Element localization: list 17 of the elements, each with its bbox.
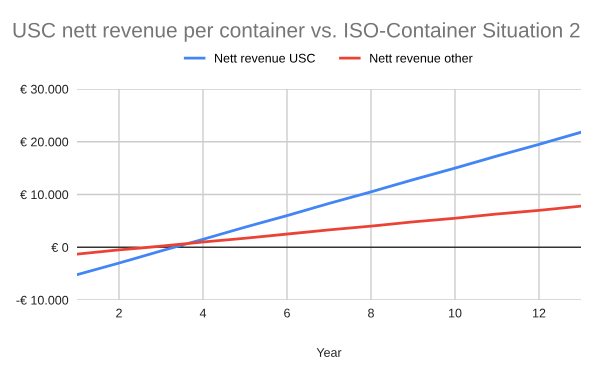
x-tick-label: 4 — [200, 308, 206, 318]
y-tick-label: -€ 10.000 — [16, 296, 68, 305]
x-tick-label: 2 — [116, 308, 122, 318]
legend-label: Nett revenue USC — [215, 54, 315, 63]
x-tick-label: 6 — [284, 308, 290, 318]
line-series — [77, 130, 581, 276]
y-tick-label: € 30.000 — [20, 84, 68, 94]
y-tick-label: € 0 — [51, 243, 68, 252]
x-tick-label: 10 — [449, 308, 462, 318]
x-axis-title: Year — [316, 348, 342, 357]
x-tick-label: 8 — [368, 308, 374, 318]
legend-label: Nett revenue other — [370, 53, 473, 63]
chart-title: USC nett revenue per container vs. ISO-Container Situation 2 — [14, 22, 580, 42]
line-series — [77, 204, 581, 256]
y-tick-label: € 20.000 — [20, 138, 68, 146]
y-tick-label: € 10.000 — [20, 190, 68, 200]
x-tick-label: 12 — [533, 308, 546, 318]
